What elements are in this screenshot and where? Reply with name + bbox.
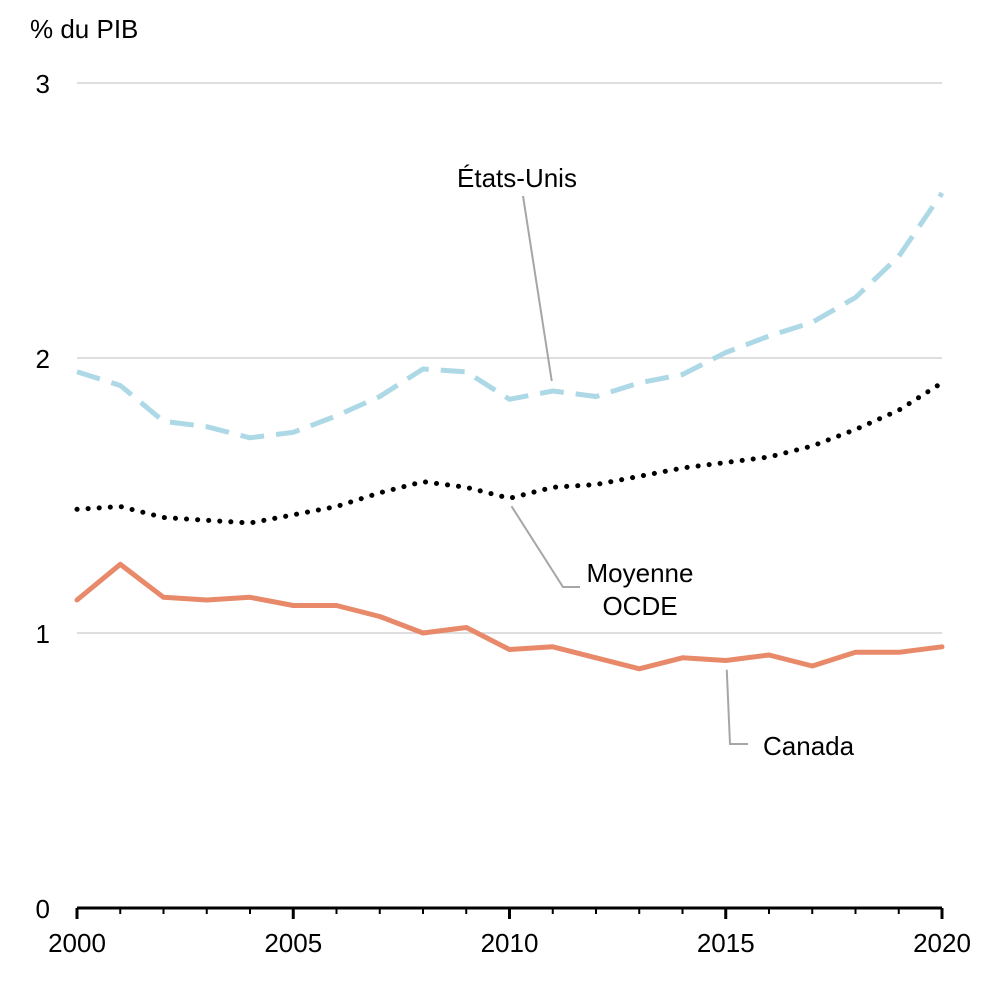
y-tick-label: 1 [36,619,50,649]
series-line-canada [74,561,945,672]
leader-line-etats-unis [522,195,553,382]
x-tick-label: 2015 [697,928,755,958]
gridlines [77,82,942,634]
label-moyenne-ocde-line1: Moyenne [587,558,694,588]
x-tick-label: 2020 [913,928,971,958]
x-tick-label: 2005 [264,928,322,958]
label-etats-unis: États-Unis [457,163,577,193]
x-axis: 2000 2005 2010 2015 2020 [48,906,971,958]
series-line-moyenne-ocde [74,380,945,526]
y-tick-label: 2 [36,344,50,374]
x-tick-label: 2010 [481,928,539,958]
y-tick-label: 0 [36,894,50,924]
series-line--tats-unis [76,191,945,441]
series-lines [74,191,945,672]
leader-line-canada [725,669,748,745]
label-moyenne-ocde-line2: OCDE [602,591,677,621]
y-axis-ticks: 0 1 2 3 [36,69,50,924]
y-tick-label: 3 [36,69,50,99]
leader-line-moyenne-ocde [510,505,580,588]
label-canada: Canada [763,731,855,761]
y-axis-title: % du PIB [30,14,138,44]
x-tick-label: 2000 [48,928,106,958]
